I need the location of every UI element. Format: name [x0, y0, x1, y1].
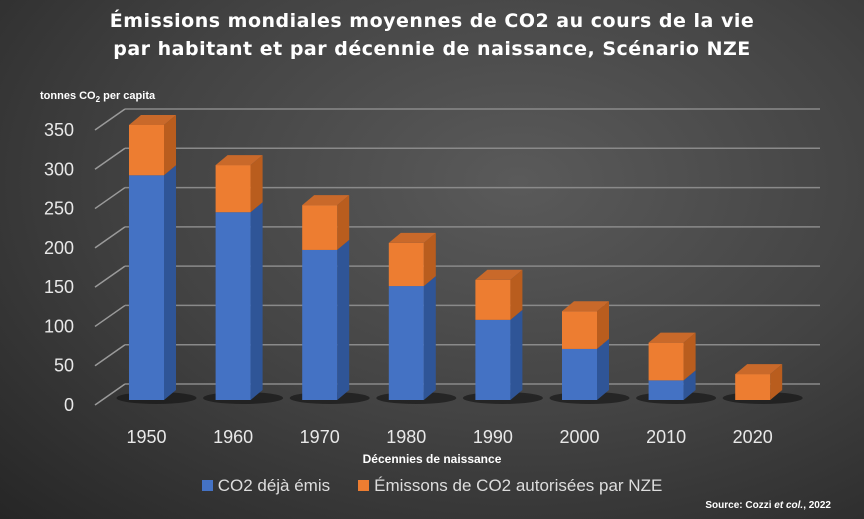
legend-item-allowed[interactable]: Émissons de CO2 autorisées par NZE — [358, 476, 662, 496]
y-tick-label: 350 — [44, 120, 74, 140]
x-tick-label: 1960 — [213, 427, 253, 447]
gridline-diagonal — [94, 344, 126, 367]
bar-top-1990 — [475, 269, 523, 280]
bar-allowed-2010 — [648, 342, 684, 381]
source-suffix: , 2022 — [803, 500, 831, 511]
bar-side-1950 — [164, 165, 176, 400]
y-tick-label: 150 — [44, 277, 74, 297]
bar-top-2010 — [648, 332, 696, 343]
bar-top-1980 — [388, 232, 436, 243]
legend-swatch-blue — [201, 480, 213, 491]
y-tick-label: 300 — [44, 159, 74, 179]
chart-title-line-1: Émissions mondiales moyennes de CO2 au c… — [109, 10, 755, 32]
legend-item-emitted[interactable]: CO2 déjà émis — [201, 476, 331, 496]
y-axis-title: tonnes CO2 per capita — [40, 90, 155, 104]
gridline-diagonal — [94, 383, 126, 406]
gridline-diagonal — [94, 186, 126, 210]
bar-top-1950 — [129, 115, 176, 125]
bar-side-1990 — [510, 309, 523, 400]
gridline-diagonal — [94, 304, 126, 328]
bar-side-2000 — [597, 301, 609, 349]
bar-allowed-1960 — [215, 165, 251, 213]
y-tick-label: 0 — [64, 395, 74, 415]
bar-emitted-2000 — [562, 348, 597, 400]
bar-top-2020 — [735, 364, 783, 375]
bar-emitted-1970 — [302, 249, 338, 400]
bar-top-1970 — [302, 195, 350, 206]
x-axis-title: Décennies de naissance — [362, 452, 502, 466]
y-axis-title-text: tonnes CO — [40, 90, 96, 102]
y-tick-label: 50 — [54, 356, 74, 376]
gridline-diagonal — [94, 147, 126, 170]
gridline-diagonal — [94, 265, 126, 288]
bar-side-2020 — [770, 364, 783, 400]
source-prefix: Source: Cozzi — [705, 500, 775, 511]
legend-swatch-orange — [358, 480, 370, 491]
source-italic: et col. — [774, 500, 804, 511]
bar-top-1960 — [215, 155, 263, 166]
gridline-diagonal — [94, 108, 126, 131]
bar-emitted-2010 — [648, 380, 684, 400]
bar-allowed-1980 — [388, 242, 424, 287]
bar-emitted-1960 — [215, 212, 251, 400]
chart-title-line-2: par habitant et par décennie de naissanc… — [113, 38, 751, 60]
gridline-diagonal — [94, 226, 126, 249]
legend-label: CO2 déjà émis — [217, 476, 331, 495]
bar-emitted-1980 — [388, 286, 424, 400]
bar-allowed-1990 — [475, 279, 511, 320]
bar-allowed-2000 — [562, 311, 597, 349]
x-tick-label: 1970 — [300, 427, 340, 447]
bar-side-1950 — [164, 115, 176, 176]
bar-side-1960 — [250, 202, 263, 400]
bar-allowed-1950 — [129, 125, 164, 176]
legend-label: Émissons de CO2 autorisées par NZE — [374, 476, 663, 495]
bar-side-1960 — [250, 155, 263, 213]
x-tick-label: 1980 — [386, 427, 426, 447]
bar-side-1990 — [510, 269, 523, 320]
y-tick-label: 250 — [44, 199, 74, 219]
y-tick-label: 200 — [44, 238, 74, 258]
x-tick-label: 2020 — [733, 427, 773, 447]
x-tick-label: 1950 — [126, 427, 166, 447]
bar-top-2000 — [562, 301, 609, 312]
legend: CO2 déjà émis Émissons de CO2 autorisées… — [0, 476, 864, 496]
bar-allowed-2020 — [735, 374, 771, 400]
x-tick-label: 1990 — [473, 427, 513, 447]
y-axis-title-subscript: 2 — [95, 95, 101, 105]
y-axis-title-rest: per capita — [100, 90, 156, 102]
bar-emitted-1990 — [475, 319, 511, 400]
bar-side-1970 — [337, 239, 350, 400]
bar-side-2010 — [683, 332, 696, 381]
y-tick-label: 100 — [44, 316, 74, 336]
x-tick-label: 2000 — [559, 427, 599, 447]
bar-side-2010 — [683, 370, 696, 400]
bar-side-1980 — [423, 232, 436, 287]
bar-allowed-1970 — [302, 205, 338, 250]
bar-side-1980 — [423, 276, 436, 400]
source-note: Source: Cozzi et col., 2022 — [705, 500, 831, 511]
bar-emitted-1950 — [129, 175, 164, 400]
x-tick-label: 2010 — [646, 427, 686, 447]
bar-side-1970 — [337, 195, 350, 250]
bar-side-2000 — [597, 338, 609, 400]
